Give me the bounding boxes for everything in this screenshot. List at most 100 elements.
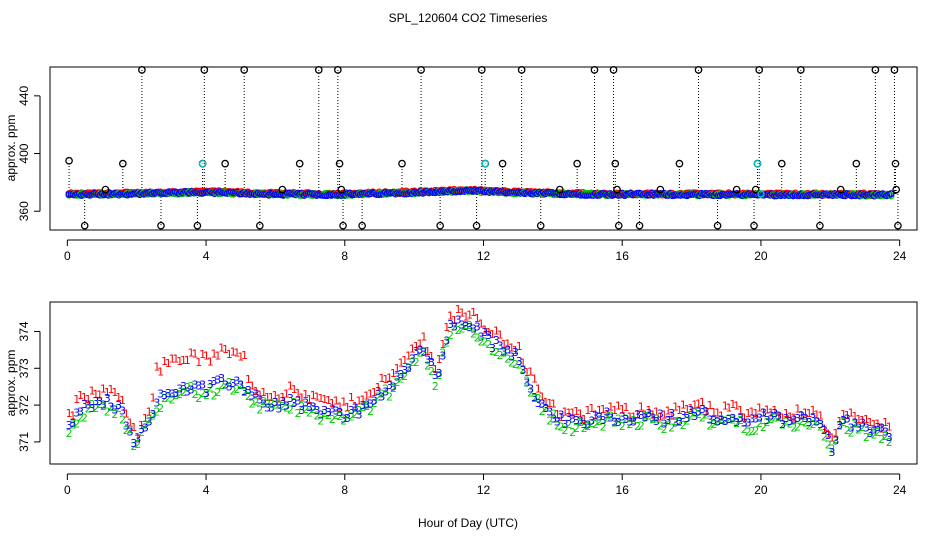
series-3-point: 3 <box>634 408 641 421</box>
series-2-point: 2 <box>741 423 748 436</box>
series-1-point: 1 <box>424 345 431 358</box>
series-1-point: 1 <box>169 352 176 365</box>
series-2-point: 2 <box>436 369 443 382</box>
bottom-x-tick-label: 12 <box>477 483 491 497</box>
series-3-point: 3 <box>161 389 168 402</box>
series-1-point: 1 <box>66 407 73 420</box>
series-1-point: 1 <box>436 353 443 366</box>
series-2-point: 2 <box>306 407 313 420</box>
series-2-point: 2 <box>726 413 733 426</box>
series-1-point: 1 <box>111 386 118 399</box>
series-1-point: 1 <box>615 400 622 413</box>
series-2-point: 2 <box>401 370 408 383</box>
series-1-point: 1 <box>176 355 183 368</box>
series-2-point: 2 <box>394 376 401 389</box>
series-3-point: 3 <box>718 414 725 427</box>
bottom-x-tick-label: 8 <box>341 483 348 497</box>
series-3-point: 3 <box>863 421 870 434</box>
series-1-point: 1 <box>527 365 534 378</box>
series-2-point: 2 <box>878 433 885 446</box>
series-3-point: 3 <box>134 433 141 446</box>
series-2-point: 2 <box>508 357 515 370</box>
spike-point <box>609 66 618 74</box>
spike-point <box>892 185 901 194</box>
series-3-point: 3 <box>771 407 778 420</box>
series-2-point: 2 <box>863 431 870 444</box>
series-3-point: 3 <box>291 397 298 410</box>
spike-point <box>472 221 481 230</box>
series-3-point: 3 <box>794 412 801 425</box>
series-2-point: 2 <box>623 412 630 425</box>
series-2-point: 2 <box>340 415 347 428</box>
series-3-point: 3 <box>603 406 610 419</box>
series-1-point: 1 <box>867 416 874 429</box>
series-1-point: 1 <box>623 401 630 414</box>
series-3-point: 3 <box>508 351 515 364</box>
series-3-point: 3 <box>867 427 874 440</box>
series-2-point: 2 <box>256 404 263 417</box>
series-1-point: 1 <box>558 411 565 424</box>
series-2-point: 2 <box>550 408 557 421</box>
series-1-point: 1 <box>870 418 877 431</box>
series-2-point: 2 <box>249 397 256 410</box>
spike-point <box>713 221 722 230</box>
series-2-point: 2 <box>146 413 153 426</box>
series-3-point: 3 <box>218 372 225 385</box>
series-3-point: 3 <box>844 412 851 425</box>
series-2-point: 2 <box>855 423 862 436</box>
series-2-point: 2 <box>565 418 572 431</box>
series-1-point: 1 <box>363 390 370 403</box>
series-1-point: 1 <box>73 393 80 406</box>
series-3-point: 3 <box>832 435 839 448</box>
series-1-point: 1 <box>451 314 458 327</box>
series-1-point: 1 <box>539 391 546 404</box>
series-2-point: 2 <box>653 412 660 425</box>
bottom-y-tick-label: 374 <box>17 321 31 341</box>
series-2-point: 2 <box>165 391 172 404</box>
series-3-point: 3 <box>882 426 889 439</box>
series-1-point: 1 <box>302 388 309 401</box>
series-1-point: 1 <box>516 340 523 353</box>
series-1-point: 1 <box>218 342 225 355</box>
series-2-point: 2 <box>359 401 366 414</box>
series-1-point: 1 <box>710 406 717 419</box>
spike-point <box>517 66 526 74</box>
series-1-point: 1 <box>314 391 321 404</box>
series-2-point: 2 <box>497 349 504 362</box>
series-2-point: 2 <box>142 419 149 432</box>
series-2-point: 2 <box>466 319 473 332</box>
cyan-point <box>198 159 207 168</box>
spike-point <box>65 156 73 165</box>
series-1-point: 1 <box>230 345 237 358</box>
series-3-point: 3 <box>424 354 431 367</box>
spike-point <box>777 159 786 168</box>
top-x-tick-label: 4 <box>203 249 210 263</box>
series-1-point: 1 <box>317 392 324 405</box>
series-2-point: 2 <box>722 414 729 427</box>
series-1-point: 1 <box>195 356 202 369</box>
series-2-point: 2 <box>581 422 588 435</box>
series-1-point: 1 <box>581 413 588 426</box>
series-2-point: 2 <box>600 420 607 433</box>
series-3-point: 3 <box>672 416 679 429</box>
series-3-point: 3 <box>470 323 477 336</box>
series-3-point: 3 <box>157 388 164 401</box>
series-3-point: 3 <box>409 353 416 366</box>
bottom-data-layer: 1231231231231231231231231231231231231231… <box>66 303 893 459</box>
series-1-point: 1 <box>577 407 584 420</box>
series-1-point: 1 <box>100 382 107 395</box>
series-3-point: 3 <box>390 380 397 393</box>
series-1-point: 1 <box>123 408 130 421</box>
series-2-point: 2 <box>108 400 115 413</box>
spike-point <box>590 66 599 74</box>
series-2-point: 2 <box>504 353 511 366</box>
series-2-point: 2 <box>573 422 580 435</box>
series-2-point: 2 <box>447 329 454 342</box>
series-2-point: 2 <box>630 414 637 427</box>
series-2-point: 2 <box>813 415 820 428</box>
series-1-point: 1 <box>874 418 881 431</box>
series-1-point: 1 <box>237 350 244 363</box>
series-3-point: 3 <box>733 416 740 429</box>
series-2-point: 2 <box>794 421 801 434</box>
series-3-point: 3 <box>802 412 809 425</box>
